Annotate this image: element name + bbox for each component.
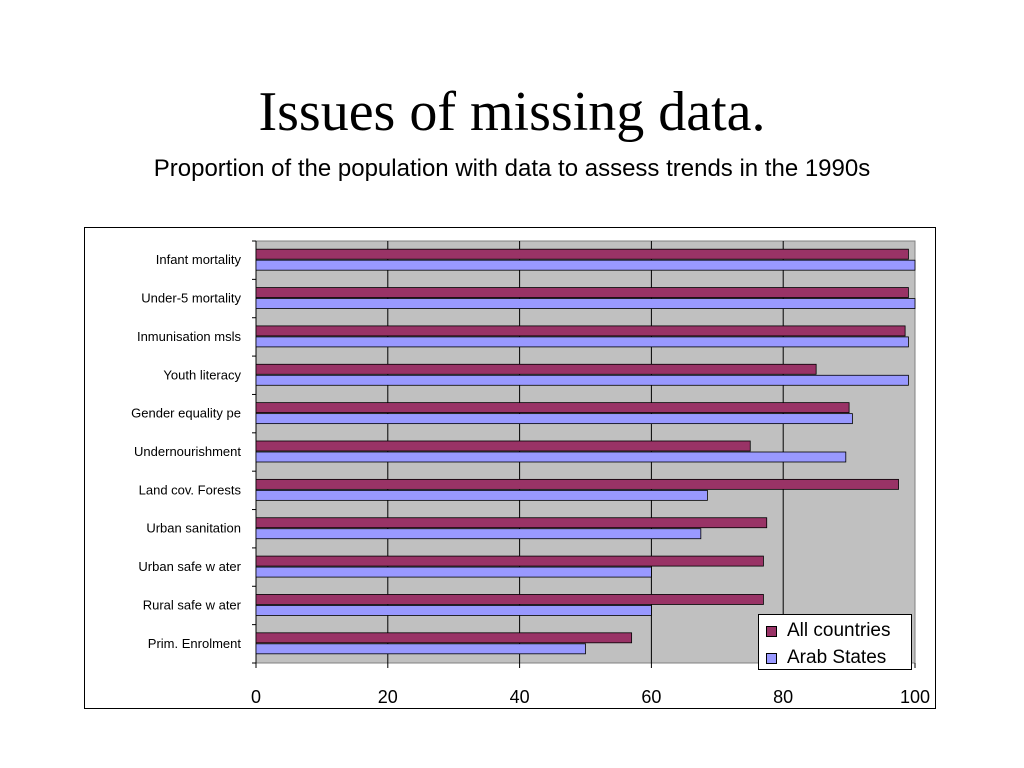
x-tick-label: 100 xyxy=(900,687,930,707)
x-tick-label: 0 xyxy=(251,687,261,707)
bar-arab-states xyxy=(255,489,708,501)
bar-all-countries xyxy=(255,287,909,298)
category-label: Gender equality pe xyxy=(131,406,241,421)
bar-all-countries xyxy=(255,325,906,337)
category-label: Infant mortality xyxy=(156,252,242,267)
category-label: Rural safe w ater xyxy=(143,597,242,612)
bar-arab-states xyxy=(255,528,702,540)
legend-label: All countries xyxy=(787,620,891,641)
bar-all-countries xyxy=(255,594,764,605)
legend-label: Arab States xyxy=(787,647,887,668)
bar-arab-states xyxy=(255,298,916,309)
bar-arab-states xyxy=(255,566,652,578)
bar-arab-states xyxy=(255,451,847,463)
bar-arab-states xyxy=(255,643,586,655)
bar-arab-states xyxy=(255,259,916,271)
legend-item-arab-states: Arab States xyxy=(766,646,886,670)
bar-arab-states xyxy=(255,374,909,386)
category-label: Under-5 mortality xyxy=(141,291,241,306)
x-tick-label: 20 xyxy=(378,687,398,707)
category-label: Undernourishment xyxy=(134,444,241,459)
bar-all-countries xyxy=(255,248,909,260)
legend-swatch xyxy=(766,652,777,664)
slide-subtitle: Proportion of the population with data t… xyxy=(153,155,871,182)
x-tick-label: 60 xyxy=(641,687,661,707)
bar-all-countries xyxy=(255,555,764,567)
bar-arab-states xyxy=(255,336,909,348)
category-label: Inmunisation msls xyxy=(137,329,242,344)
bar-all-countries xyxy=(255,440,751,452)
bar-all-countries xyxy=(255,363,817,375)
legend-swatch xyxy=(766,625,777,637)
category-label: Prim. Enrolment xyxy=(148,636,242,651)
bar-all-countries xyxy=(255,402,850,414)
category-label: Urban safe w ater xyxy=(138,559,241,574)
bar-arab-states xyxy=(255,605,652,616)
bar-all-countries xyxy=(255,517,768,529)
category-label: Urban sanitation xyxy=(146,521,241,536)
bar-all-countries xyxy=(255,478,899,490)
bar-all-countries xyxy=(255,632,633,644)
slide-title: Issues of missing data. xyxy=(258,81,766,143)
x-tick-label: 40 xyxy=(510,687,530,707)
chart-legend: All countries Arab States xyxy=(758,614,912,670)
bar-arab-states xyxy=(255,413,853,425)
category-label: Land cov. Forests xyxy=(139,482,242,497)
x-tick-label: 80 xyxy=(773,687,793,707)
legend-item-all-countries: All countries xyxy=(766,619,891,643)
category-label: Youth literacy xyxy=(163,367,241,382)
